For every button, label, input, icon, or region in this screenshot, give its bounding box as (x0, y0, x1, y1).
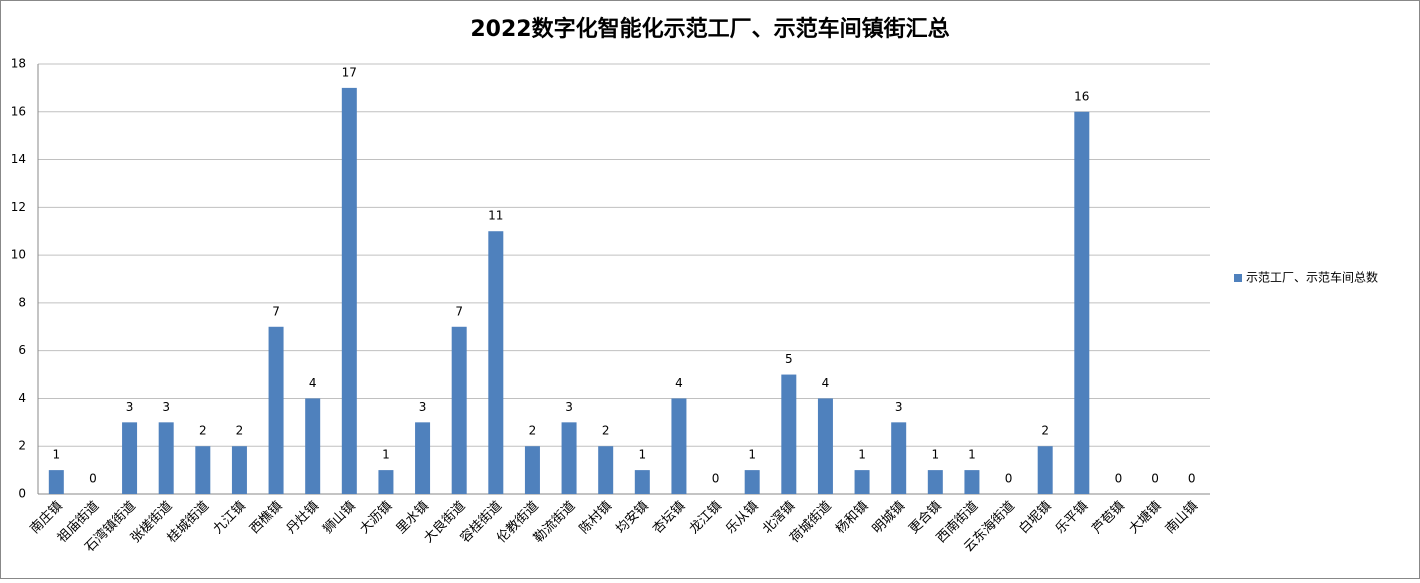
data-label: 0 (1115, 472, 1123, 486)
data-label: 3 (419, 400, 427, 414)
data-label: 3 (565, 400, 573, 414)
y-tick-label: 0 (18, 487, 26, 501)
bar (48, 470, 64, 494)
data-label: 1 (52, 448, 60, 462)
data-label: 2 (199, 424, 207, 438)
bar (524, 446, 540, 494)
bar (378, 470, 394, 494)
y-tick-label: 16 (11, 104, 26, 118)
y-tick-label: 2 (18, 439, 26, 453)
bar (488, 231, 504, 494)
bar (341, 87, 357, 494)
chart-title: 2022数字化智能化示范工厂、示范车间镇街汇总 (470, 16, 949, 42)
data-label: 4 (822, 376, 830, 390)
y-tick-label: 12 (11, 200, 26, 214)
legend-swatch (1234, 274, 1242, 282)
data-label: 7 (272, 304, 280, 318)
y-tick-label: 8 (18, 295, 26, 309)
bar (158, 422, 174, 494)
data-label: 0 (1151, 472, 1159, 486)
bar (817, 398, 833, 494)
data-label: 1 (638, 448, 646, 462)
data-label: 0 (89, 472, 97, 486)
data-label: 1 (748, 448, 756, 462)
bar (744, 470, 760, 494)
bar (231, 446, 247, 494)
data-label: 4 (675, 376, 683, 390)
data-label: 5 (785, 352, 793, 366)
data-label: 16 (1074, 89, 1089, 103)
data-label: 17 (342, 65, 357, 79)
bar (891, 422, 907, 494)
bar (1037, 446, 1053, 494)
y-tick-label: 6 (18, 343, 26, 357)
data-label: 2 (1041, 424, 1049, 438)
data-label: 3 (126, 400, 134, 414)
bar (305, 398, 321, 494)
bar (671, 398, 687, 494)
legend-label: 示范工厂、示范车间总数 (1246, 270, 1378, 285)
bar (195, 446, 211, 494)
data-label: 7 (455, 304, 463, 318)
bar (561, 422, 577, 494)
y-tick-label: 18 (11, 57, 26, 71)
data-label: 4 (309, 376, 317, 390)
bar (634, 470, 650, 494)
data-label: 0 (1005, 472, 1013, 486)
data-label: 1 (968, 448, 976, 462)
data-label: 1 (382, 448, 390, 462)
data-label: 2 (529, 424, 537, 438)
bar (964, 470, 980, 494)
bar (1074, 111, 1090, 495)
bar (781, 374, 797, 494)
bar (268, 326, 284, 494)
data-label: 0 (712, 472, 720, 486)
y-tick-label: 14 (11, 152, 26, 166)
bar (122, 422, 138, 494)
data-label: 0 (1188, 472, 1196, 486)
bar (854, 470, 870, 494)
data-label: 2 (602, 424, 610, 438)
y-tick-label: 10 (11, 248, 26, 262)
data-label: 11 (488, 209, 503, 223)
bar (598, 446, 614, 494)
data-label: 2 (236, 424, 244, 438)
y-tick-label: 4 (18, 391, 26, 405)
data-label: 1 (858, 448, 866, 462)
data-label: 1 (931, 448, 939, 462)
bar (415, 422, 431, 494)
data-label: 3 (162, 400, 170, 414)
bar (451, 326, 467, 494)
bar (927, 470, 943, 494)
data-label: 3 (895, 400, 903, 414)
